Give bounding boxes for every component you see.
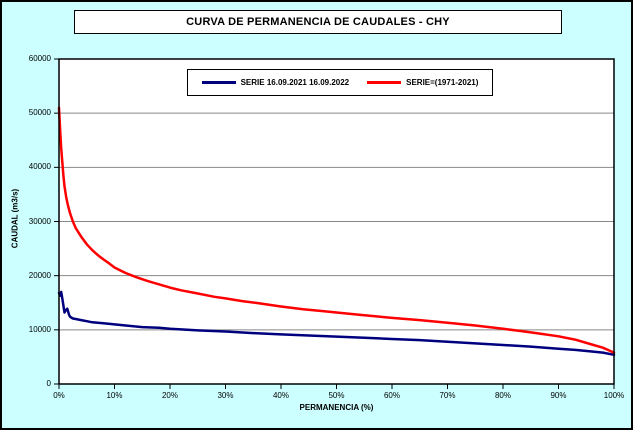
x-tick-label: 60% <box>383 391 400 400</box>
y-tick-label: 50000 <box>28 108 51 118</box>
legend: SERIE 16.09.2021 16.09.2022 SERIE=(1971-… <box>187 69 493 96</box>
x-tick-label: 90% <box>550 391 567 400</box>
x-tick-label: 80% <box>494 391 511 400</box>
x-tick-label: 30% <box>217 391 234 400</box>
x-tick-label: 40% <box>272 391 289 400</box>
y-tick-label: 40000 <box>28 162 51 172</box>
y-tick-label: 30000 <box>28 216 51 226</box>
x-tick-label: 70% <box>439 391 456 400</box>
legend-line-sample-series1 <box>201 81 236 84</box>
x-tick-label: 50% <box>328 391 345 400</box>
y-tick-label: 0 <box>46 379 51 388</box>
legend-line-sample-series2 <box>367 81 402 84</box>
chart-title-box: CURVA DE PERMANENCIA DE CAUDALES - CHY <box>74 10 562 34</box>
y-tick-label: 20000 <box>28 270 51 280</box>
legend-label-series1: SERIE 16.09.2021 16.09.2022 <box>240 78 350 87</box>
x-tick-label: 20% <box>161 391 178 400</box>
y-tick-label: 60000 <box>28 54 51 63</box>
x-tick-label: 10% <box>106 391 123 400</box>
x-tick-label: 100% <box>603 391 625 400</box>
x-axis-title: PERMANENCIA (%) <box>299 403 374 412</box>
legend-entry-series1: SERIE 16.09.2021 16.09.2022 <box>201 78 350 87</box>
series-line-1 <box>57 290 616 357</box>
series-line-2 <box>57 106 616 354</box>
x-tick-label: 0% <box>53 391 65 400</box>
legend-label-series2: SERIE=(1971-2021) <box>406 78 479 87</box>
legend-entry-series2: SERIE=(1971-2021) <box>367 78 478 87</box>
chart-title: CURVA DE PERMANENCIA DE CAUDALES - CHY <box>186 16 450 28</box>
y-tick-label: 10000 <box>28 324 51 334</box>
plot-border <box>58 58 615 385</box>
